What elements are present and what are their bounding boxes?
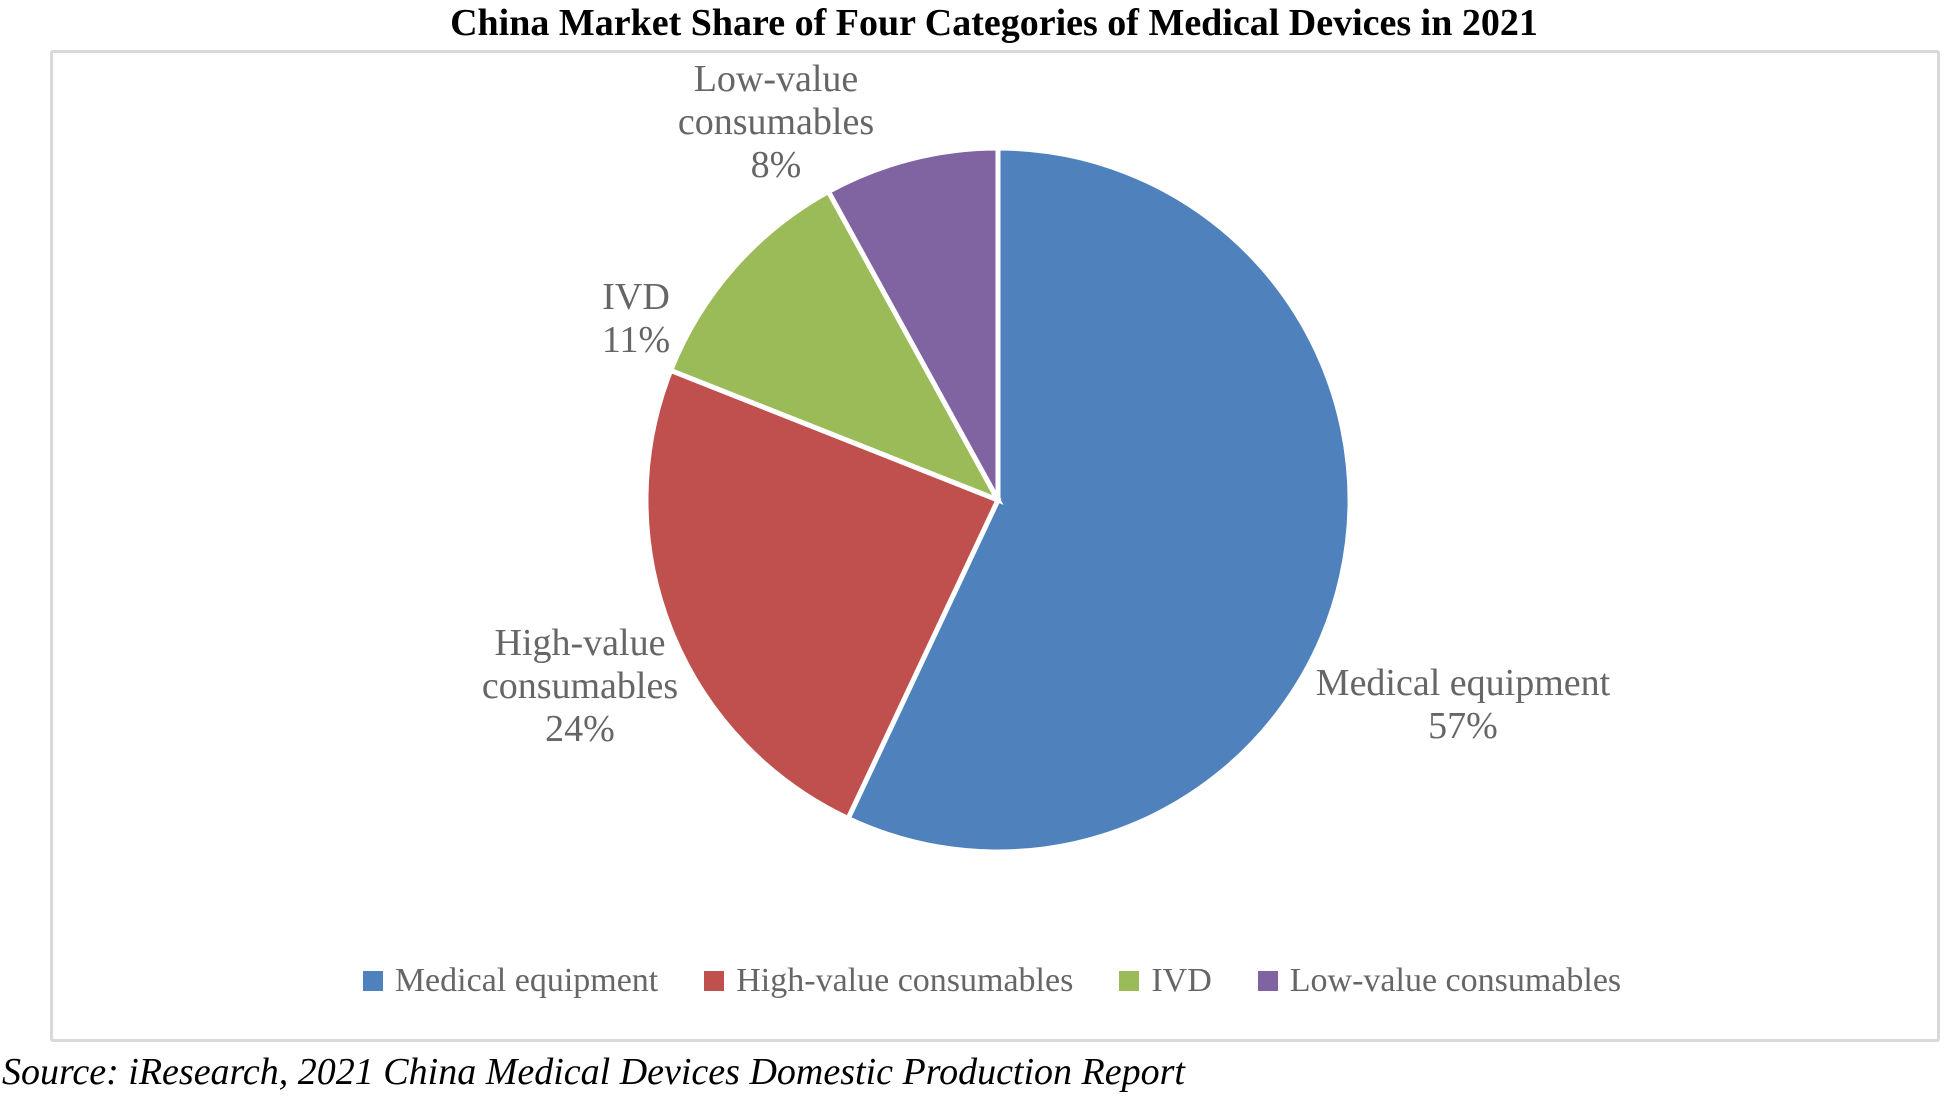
legend-label: Low-value consumables bbox=[1289, 962, 1622, 999]
legend-label: IVD bbox=[1151, 962, 1212, 999]
slice-label-name: Low-value consumables bbox=[677, 58, 875, 143]
legend-item-low-value-consumables: Low-value consumables bbox=[1257, 962, 1622, 1000]
pie-slice-medical-equipment bbox=[844, 145, 1353, 855]
slice-label-percent: 11% bbox=[601, 319, 671, 361]
slice-label-medical-equipment: Medical equipment 57% bbox=[1213, 662, 1713, 748]
slice-label-name: High-value consumables bbox=[481, 622, 679, 707]
legend-label: Medical equipment bbox=[394, 962, 659, 999]
pie-slice-high-value-consumables bbox=[643, 367, 1002, 822]
legend-marker-medical-equipment bbox=[362, 971, 383, 991]
slice-label-ivd: IVD 11% bbox=[536, 276, 736, 362]
chart-title: China Market Share of Four Categories of… bbox=[450, 2, 1538, 44]
legend-item-ivd: IVD bbox=[1119, 962, 1212, 1000]
slice-label-percent: 8% bbox=[750, 144, 802, 186]
legend-item-medical-equipment: Medical equipment bbox=[362, 962, 659, 1000]
legend-label: High-value consumables bbox=[736, 962, 1074, 999]
legend-marker-ivd bbox=[1119, 971, 1140, 991]
pie-slice-low-value-consumables bbox=[825, 145, 1001, 502]
pie-slice-ivd bbox=[667, 188, 1004, 505]
slice-label-percent: 57% bbox=[1428, 705, 1498, 747]
legend-marker-high-value-consumables bbox=[704, 971, 725, 991]
source-note: Source: iResearch, 2021 China Medical De… bbox=[2, 1051, 1185, 1093]
slice-label-percent: 24% bbox=[545, 708, 615, 750]
legend: Medical equipment High-value consumables… bbox=[50, 962, 1934, 1000]
legend-item-high-value-consumables: High-value consumables bbox=[704, 962, 1073, 1000]
legend-marker-low-value-consumables bbox=[1257, 971, 1278, 991]
slice-label-high-value-consumables: High-value consumables 24% bbox=[430, 622, 730, 751]
slice-label-name: Medical equipment bbox=[1315, 662, 1611, 704]
slice-label-low-value-consumables: Low-value consumables 8% bbox=[626, 58, 926, 187]
slice-label-name: IVD bbox=[602, 276, 670, 318]
